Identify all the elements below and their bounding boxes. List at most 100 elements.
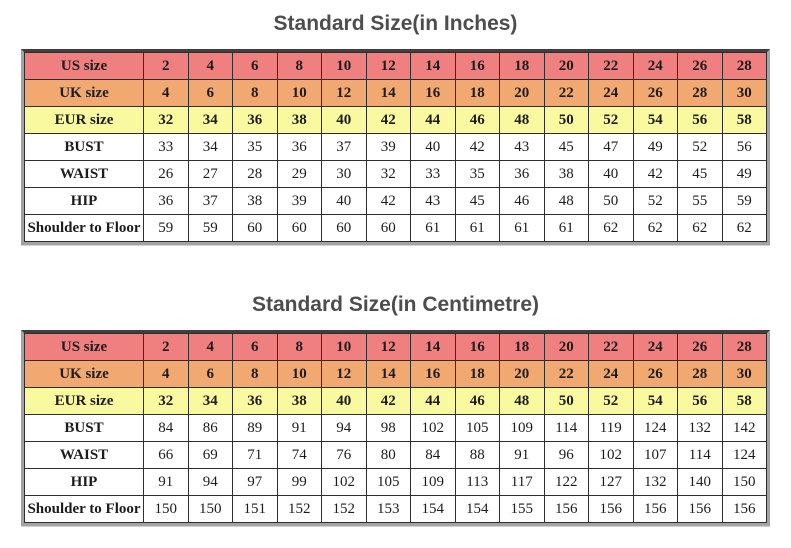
size-value-cell: 61 — [454, 214, 500, 242]
size-value-cell: 18 — [454, 360, 500, 388]
size-value-cell: 46 — [454, 387, 500, 415]
size-value-cell: 16 — [454, 333, 500, 361]
size-value-cell: 66 — [143, 441, 189, 469]
row-label-cell: Shoulder to Floor — [24, 495, 144, 523]
size-value-cell: 142 — [721, 414, 767, 442]
size-value-cell: 6 — [187, 360, 233, 388]
size-value-cell: 28 — [677, 360, 723, 388]
size-value-cell: 22 — [588, 52, 634, 80]
size-value-cell: 98 — [365, 414, 411, 442]
size-value-cell: 156 — [721, 495, 767, 523]
size-value-cell: 10 — [321, 52, 367, 80]
size-value-cell: 40 — [321, 387, 367, 415]
size-value-cell: 45 — [543, 133, 589, 161]
row-label-cell: WAIST — [24, 441, 144, 469]
size-value-cell: 36 — [232, 106, 278, 134]
size-value-cell: 61 — [410, 214, 456, 242]
size-value-cell: 34 — [187, 133, 233, 161]
size-value-cell: 61 — [499, 214, 545, 242]
size-value-cell: 26 — [143, 160, 189, 188]
size-value-cell: 38 — [543, 160, 589, 188]
size-value-cell: 127 — [588, 468, 634, 496]
size-value-cell: 18 — [499, 333, 545, 361]
size-value-cell: 89 — [232, 414, 278, 442]
table-row: US size 2 4 6 8 10 12 14 16 18 20 22 24 26 28 — [24, 333, 767, 361]
size-value-cell: 99 — [276, 468, 322, 496]
size-value-cell: 114 — [677, 441, 723, 469]
size-value-cell: 45 — [677, 160, 723, 188]
size-value-cell: 38 — [276, 387, 322, 415]
size-value-cell: 124 — [721, 441, 767, 469]
size-value-cell: 154 — [454, 495, 500, 523]
size-value-cell: 39 — [365, 133, 411, 161]
size-value-cell: 48 — [543, 187, 589, 215]
table-row: EUR size 32 34 36 38 40 42 44 46 48 50 52 54 56 58 — [24, 106, 767, 134]
size-value-cell: 16 — [410, 360, 456, 388]
size-value-cell: 49 — [721, 160, 767, 188]
size-value-cell: 154 — [410, 495, 456, 523]
size-value-cell: 45 — [454, 187, 500, 215]
size-value-cell: 60 — [321, 214, 367, 242]
size-value-cell: 16 — [410, 79, 456, 107]
size-value-cell: 4 — [187, 52, 233, 80]
size-value-cell: 117 — [499, 468, 545, 496]
size-value-cell: 18 — [454, 79, 500, 107]
size-value-cell: 27 — [187, 160, 233, 188]
size-value-cell: 8 — [232, 360, 278, 388]
size-value-cell: 2 — [143, 333, 189, 361]
size-value-cell: 14 — [365, 79, 411, 107]
table-frame-inches: US size 2 4 6 8 10 12 14 16 18 20 22 24 26 28 UK size 4 6… — [21, 49, 770, 245]
size-value-cell: 26 — [677, 52, 723, 80]
table-row: Shoulder to Floor 150 150 151 152 152 153 154 15… — [24, 495, 767, 523]
size-value-cell: 28 — [677, 79, 723, 107]
size-value-cell: 42 — [365, 106, 411, 134]
size-value-cell: 26 — [632, 360, 678, 388]
size-value-cell: 6 — [187, 79, 233, 107]
size-value-cell: 28 — [721, 52, 767, 80]
size-value-cell: 43 — [499, 133, 545, 161]
size-value-cell: 40 — [321, 187, 367, 215]
table-row: US size 2 4 6 8 10 12 14 16 18 20 22 24 26 28 — [24, 52, 767, 80]
size-value-cell: 151 — [232, 495, 278, 523]
size-value-cell: 69 — [187, 441, 233, 469]
size-value-cell: 37 — [321, 133, 367, 161]
size-value-cell: 24 — [588, 79, 634, 107]
size-value-cell: 32 — [143, 387, 189, 415]
size-value-cell: 46 — [499, 187, 545, 215]
size-value-cell: 153 — [365, 495, 411, 523]
size-value-cell: 12 — [321, 79, 367, 107]
table-title-centimetre: Standard Size(in Centimetre) — [251, 293, 540, 316]
row-label-cell: BUST — [24, 133, 144, 161]
row-label-cell: Shoulder to Floor — [24, 214, 144, 242]
size-value-cell: 10 — [321, 333, 367, 361]
size-value-cell: 22 — [588, 333, 634, 361]
size-value-cell: 8 — [232, 79, 278, 107]
size-value-cell: 102 — [321, 468, 367, 496]
size-value-cell: 114 — [543, 414, 589, 442]
size-value-cell: 152 — [321, 495, 367, 523]
size-value-cell: 156 — [588, 495, 634, 523]
size-value-cell: 156 — [632, 495, 678, 523]
size-value-cell: 28 — [721, 333, 767, 361]
size-value-cell: 6 — [232, 333, 278, 361]
size-value-cell: 91 — [276, 414, 322, 442]
size-value-cell: 42 — [454, 133, 500, 161]
table-row: HIP 36 37 38 39 40 42 43 45 46 48 50 52 55 59 — [24, 187, 767, 215]
size-value-cell: 35 — [232, 133, 278, 161]
size-value-cell: 38 — [276, 106, 322, 134]
size-value-cell: 62 — [632, 214, 678, 242]
row-label-cell: WAIST — [24, 160, 144, 188]
size-value-cell: 14 — [410, 52, 456, 80]
size-value-cell: 33 — [143, 133, 189, 161]
size-value-cell: 20 — [543, 333, 589, 361]
size-value-cell: 94 — [321, 414, 367, 442]
size-value-cell: 20 — [543, 52, 589, 80]
table-row: UK size 4 6 8 10 12 14 16 18 20 22 24 26 28 30 — [24, 79, 767, 107]
size-value-cell: 155 — [499, 495, 545, 523]
row-label-cell: HIP — [24, 468, 144, 496]
size-value-cell: 48 — [499, 106, 545, 134]
size-value-cell: 4 — [143, 79, 189, 107]
size-value-cell: 35 — [454, 160, 500, 188]
table-frame-centimetre: US size 2 4 6 8 10 12 14 16 18 20 22 24 26 28 UK size 4 6… — [21, 330, 770, 526]
